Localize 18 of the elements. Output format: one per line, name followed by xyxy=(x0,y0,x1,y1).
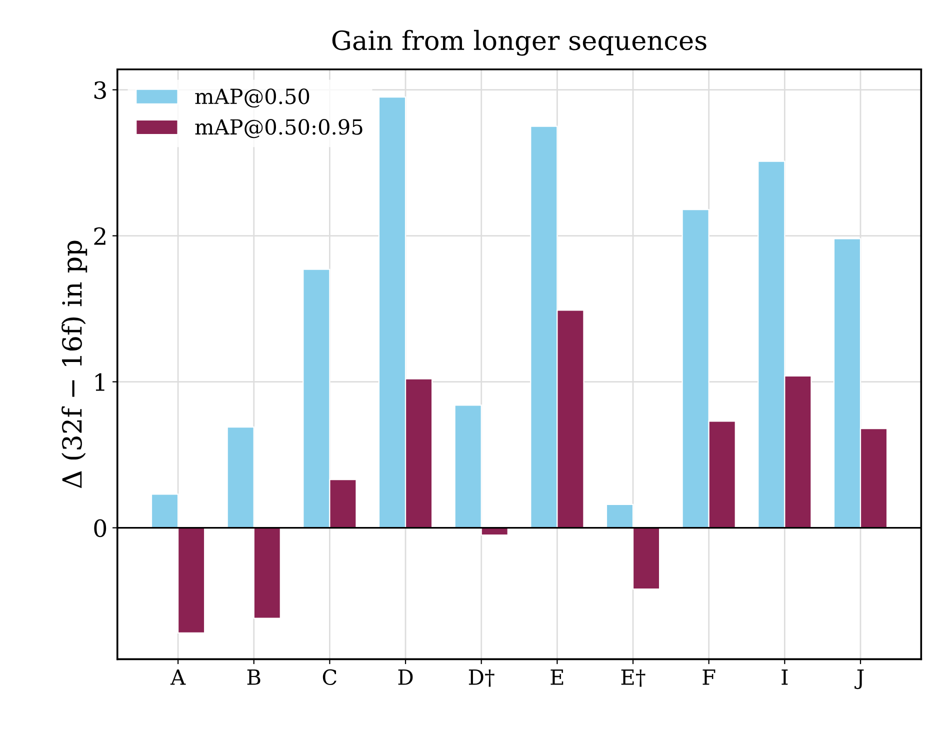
y-tick-label: 2 xyxy=(94,227,106,245)
x-tick-label: F xyxy=(702,670,716,685)
y-tick-label: 1 xyxy=(96,373,104,391)
x-tick-label: J xyxy=(854,670,864,690)
x-tick-label: D xyxy=(398,670,413,685)
x-tick-label: E xyxy=(550,670,564,685)
x-tick-label: C xyxy=(322,669,336,686)
x-tick-label: D† xyxy=(468,670,494,687)
legend-label: mAP@0.50 xyxy=(195,88,310,108)
legend-label: mAP@0.50:0.95 xyxy=(195,119,362,138)
y-tick-label: 3 xyxy=(94,81,106,100)
x-tick-label: E† xyxy=(621,670,646,687)
y-tick-label: 0 xyxy=(94,519,106,538)
chart-title: Gain from longer sequences xyxy=(332,30,706,56)
y-axis-title: Δ (32f − 16f) in pp xyxy=(62,240,88,488)
x-tick-label: A xyxy=(170,670,186,685)
x-tick-label: I xyxy=(782,670,788,685)
x-tick-label: B xyxy=(247,670,260,685)
